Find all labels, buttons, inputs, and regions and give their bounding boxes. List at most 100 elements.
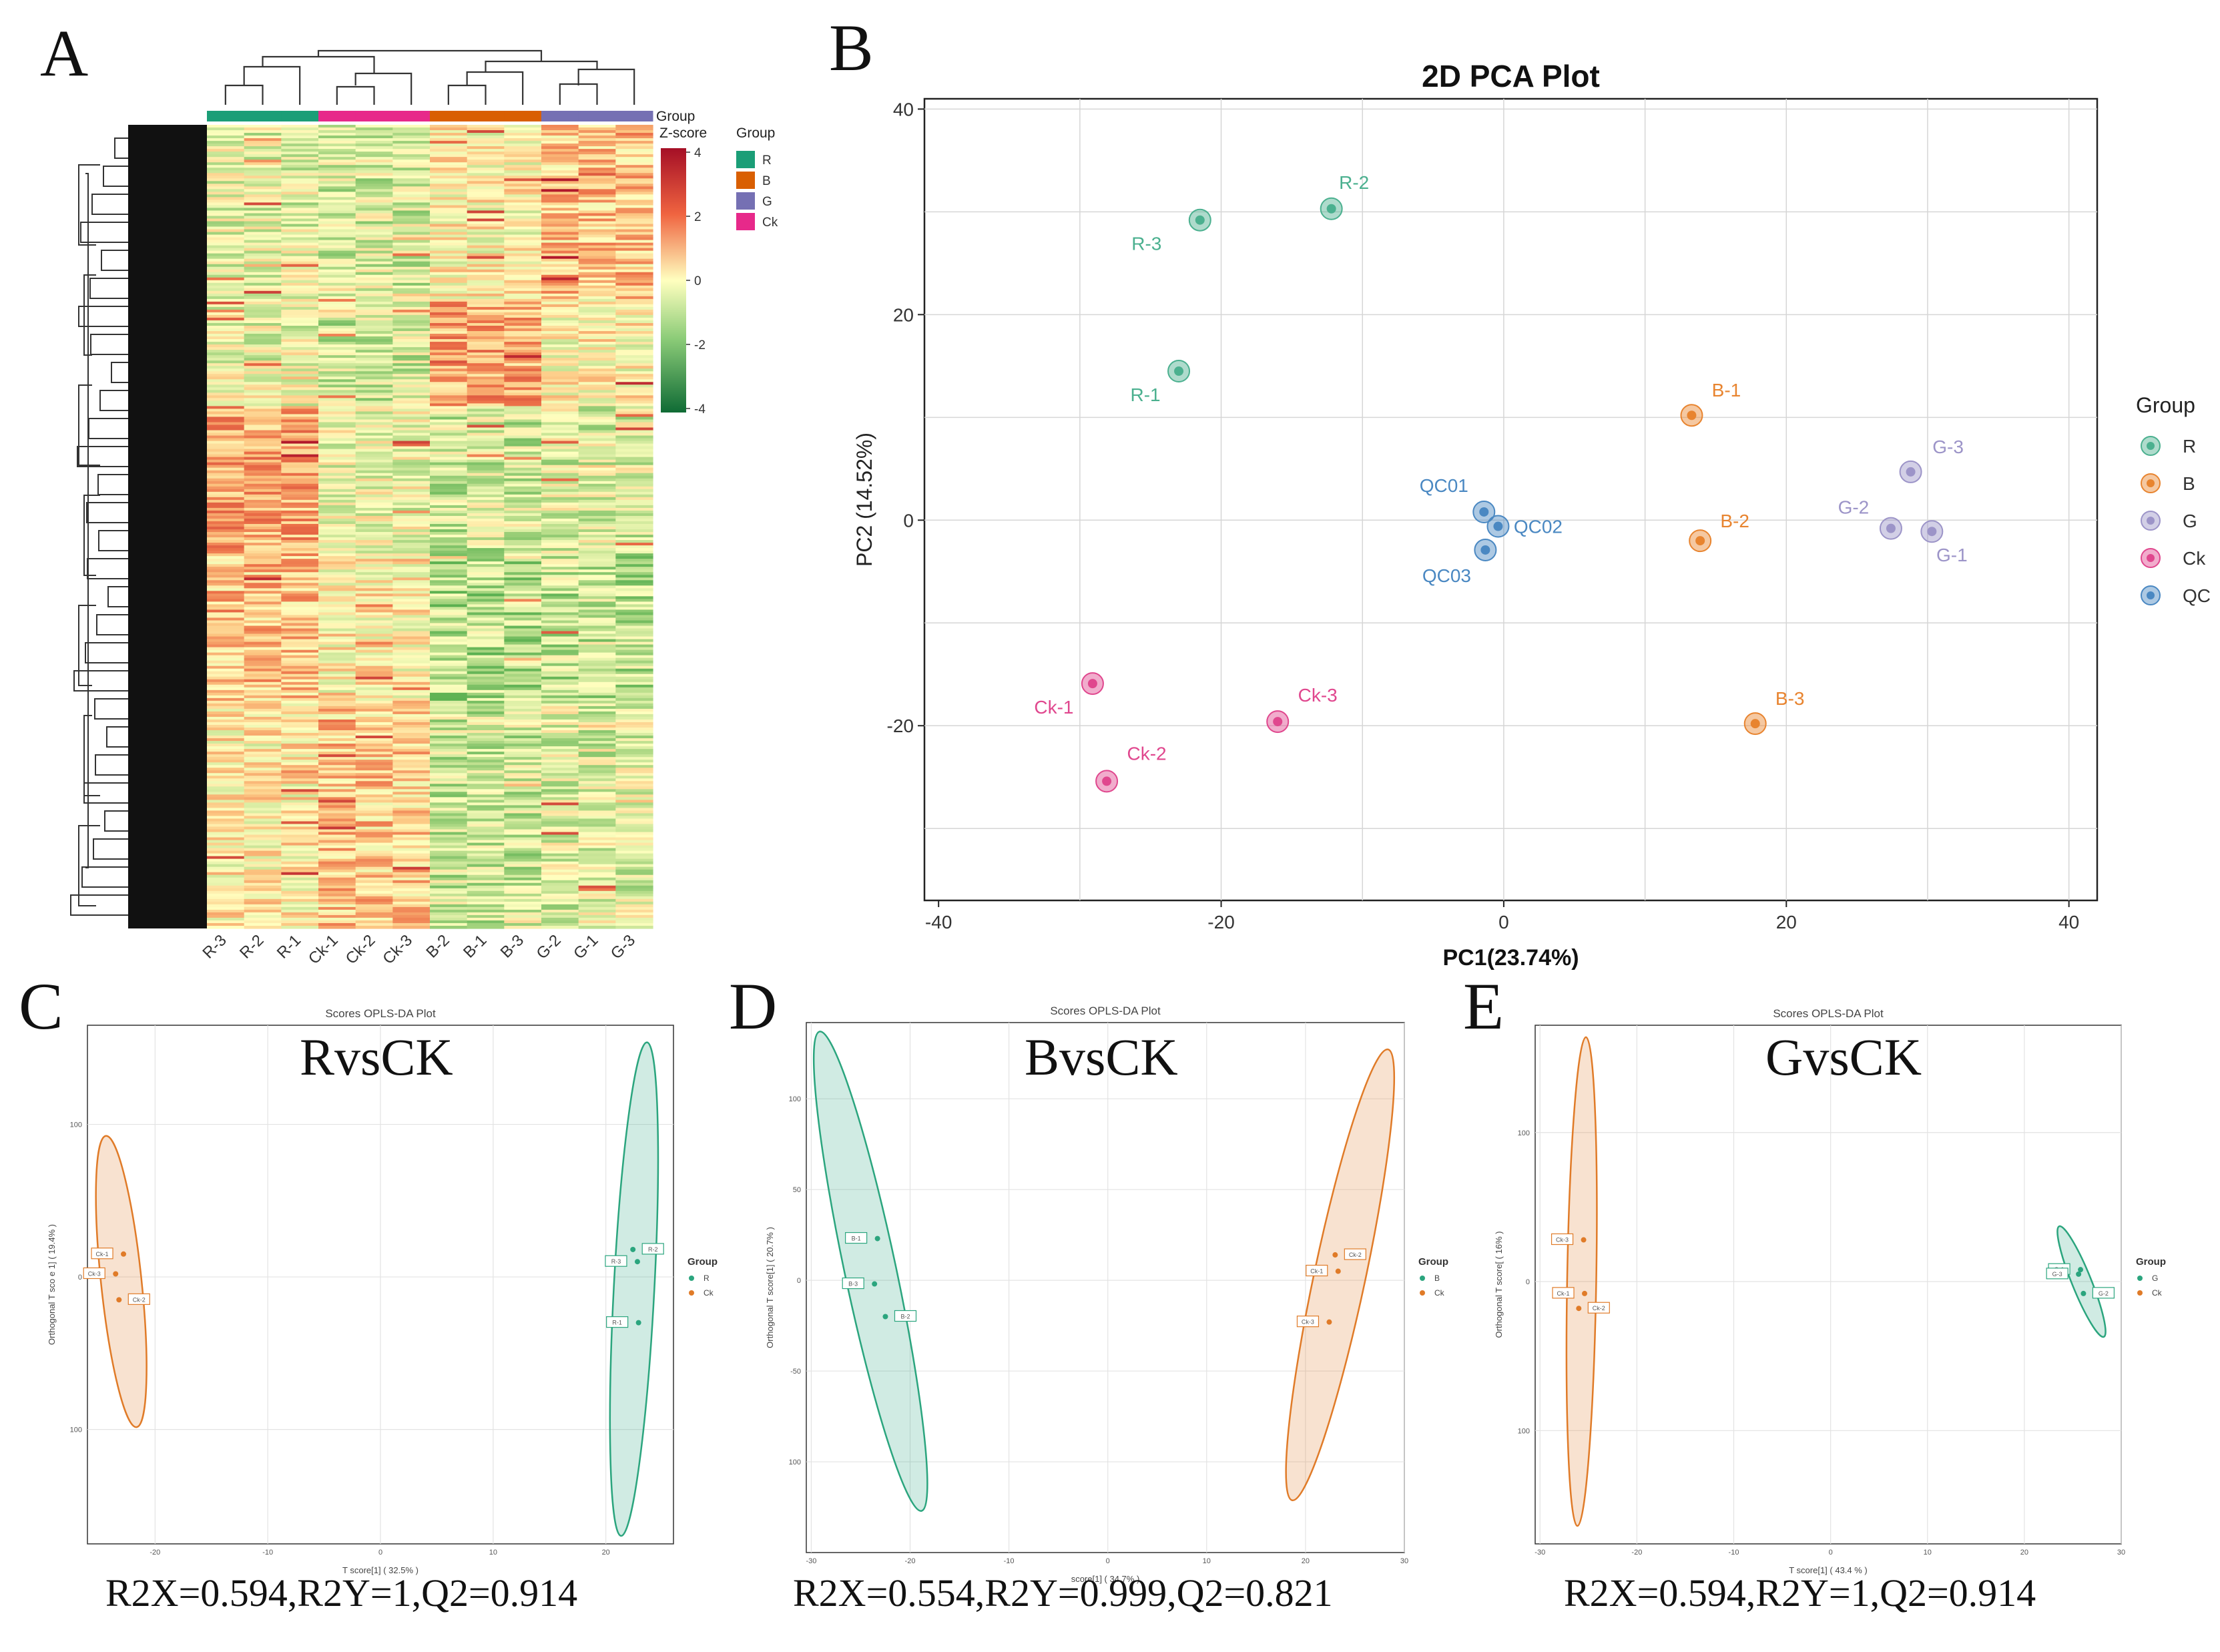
heatmap-cell	[467, 845, 505, 849]
heatmap-cell	[392, 695, 431, 699]
heatmap-cell	[244, 564, 282, 567]
heatmap-cell	[615, 419, 653, 423]
dendrogram-branch	[336, 85, 375, 105]
heatmap-cell	[207, 296, 245, 300]
opls-d-point-label: Ck-3	[1302, 1319, 1314, 1326]
heatmap-cell	[392, 186, 431, 190]
dendrogram-branch	[103, 166, 128, 187]
heatmap-cell	[207, 628, 245, 632]
heatmap-cell	[430, 527, 468, 530]
heatmap-cell	[615, 585, 653, 589]
heatmap-cell	[244, 569, 282, 573]
heatmap-cell	[281, 631, 319, 635]
heatmap-cell	[541, 700, 579, 704]
heatmap-cell	[392, 242, 431, 246]
heatmap-cell	[207, 548, 245, 551]
heatmap-cell	[430, 507, 468, 511]
heatmap-cell	[504, 802, 542, 806]
heatmap-cell	[615, 572, 653, 575]
heatmap-cell	[578, 623, 616, 627]
heatmap-cell	[578, 162, 616, 166]
heatmap-cell	[541, 411, 579, 415]
heatmap-cell	[504, 202, 542, 206]
heatmap-cell	[392, 194, 431, 198]
heatmap-cell	[467, 181, 505, 184]
heatmap-cell	[244, 478, 282, 482]
heatmap-cell	[467, 639, 505, 643]
heatmap-cell	[615, 306, 653, 310]
heatmap-cell	[615, 749, 653, 752]
heatmap-cell	[207, 885, 245, 889]
heatmap-cell	[318, 636, 356, 640]
heatmap-cell	[541, 269, 579, 273]
heatmap-cell	[430, 371, 468, 374]
heatmap-cell	[318, 861, 356, 865]
heatmap-cell	[467, 776, 505, 779]
heatmap-cell	[207, 513, 245, 517]
heatmap-cell	[244, 736, 282, 739]
heatmap-cell	[541, 620, 579, 624]
heatmap-cell	[615, 752, 653, 755]
heatmap-cell	[615, 770, 653, 774]
heatmap-cell	[578, 708, 616, 712]
heatmap-cell	[430, 794, 468, 798]
heatmap-cell	[467, 395, 505, 398]
heatmap-cell	[504, 392, 542, 396]
heatmap-cell	[318, 829, 356, 833]
heatmap-cell	[392, 885, 431, 889]
heatmap-cell	[467, 266, 505, 270]
heatmap-cell	[318, 896, 356, 900]
heatmap-cell	[504, 607, 542, 611]
heatmap-cell	[467, 272, 505, 276]
heatmap-cell	[207, 842, 245, 846]
heatmap-cell	[615, 885, 653, 889]
heatmap-cell	[281, 366, 319, 369]
heatmap-cell	[207, 746, 245, 750]
heatmap-cell	[467, 234, 505, 238]
heatmap-cell	[467, 168, 505, 171]
heatmap-cell	[615, 736, 653, 739]
heatmap-cell	[355, 698, 393, 702]
heatmap-cell	[504, 170, 542, 174]
heatmap-cell	[467, 208, 505, 212]
heatmap-cell	[281, 728, 319, 731]
heatmap-cell	[541, 840, 579, 844]
heatmap-cell	[318, 813, 356, 817]
heatmap-cell	[467, 368, 505, 372]
heatmap-cell	[541, 657, 579, 661]
dendrogram-branch	[354, 72, 412, 105]
heatmap-cell	[318, 127, 356, 131]
heatmap-cell	[355, 237, 393, 241]
heatmap-cell	[467, 559, 505, 562]
heatmap-cell	[467, 379, 505, 382]
heatmap-cell	[578, 559, 616, 562]
heatmap-cell	[615, 210, 653, 214]
heatmap-cell	[207, 523, 245, 527]
heatmap-cell	[207, 144, 245, 147]
heatmap-cell	[504, 623, 542, 627]
heatmap-cell	[430, 559, 468, 562]
heatmap-cell	[318, 186, 356, 190]
pca-legend-label: QC	[2183, 585, 2211, 606]
heatmap-cell	[355, 917, 393, 921]
heatmap-cell	[467, 797, 505, 800]
heatmap-cell	[430, 800, 468, 803]
heatmap-cell	[467, 312, 505, 316]
heatmap-cell	[578, 604, 616, 607]
pca-point	[1479, 507, 1489, 517]
heatmap-cell	[541, 866, 579, 870]
heatmap-cell	[578, 837, 616, 841]
heatmap-cell	[207, 687, 245, 691]
heatmap-cell	[430, 620, 468, 624]
heatmap-cell	[318, 218, 356, 222]
heatmap-cell	[392, 266, 431, 270]
heatmap-cell	[207, 816, 245, 820]
heatmap-cell	[467, 760, 505, 763]
heatmap-cell	[467, 443, 505, 447]
dendrogram-branch	[106, 726, 128, 748]
heatmap-cell	[281, 398, 319, 401]
heatmap-cell	[281, 882, 319, 886]
heatmap-cell	[615, 478, 653, 482]
heatmap-cell	[207, 631, 245, 635]
group-annotation-cell	[467, 111, 505, 121]
